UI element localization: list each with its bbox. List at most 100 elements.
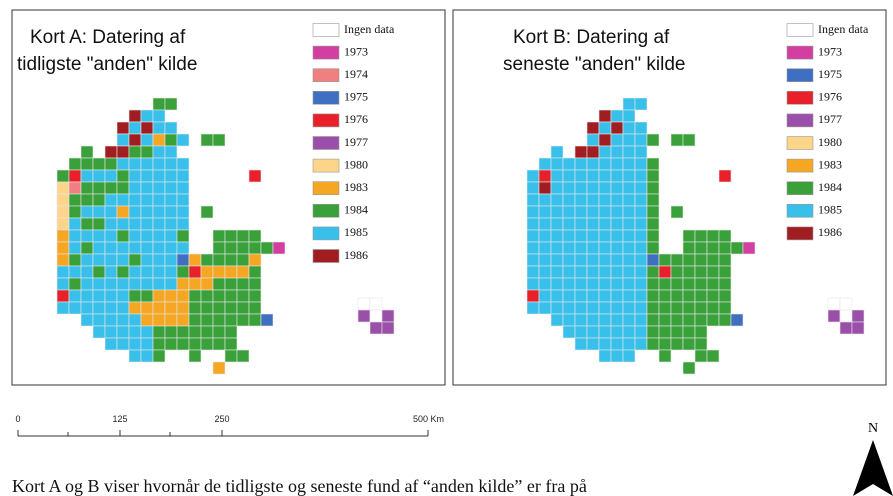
map-cell xyxy=(526,193,540,207)
map-cell xyxy=(212,241,226,255)
legend-swatch xyxy=(786,136,814,150)
map-cell xyxy=(152,121,166,135)
map-cell xyxy=(212,265,226,279)
maps xyxy=(56,97,865,375)
map-cell xyxy=(658,349,672,363)
map-cell xyxy=(562,157,576,171)
map-cell xyxy=(92,181,106,195)
map-cell xyxy=(80,265,94,279)
map-cell xyxy=(574,181,588,195)
map-cell xyxy=(586,277,600,291)
map-cell xyxy=(670,301,684,315)
map-cell xyxy=(550,169,564,183)
map-cell xyxy=(140,109,154,123)
map-cell xyxy=(369,321,383,335)
map-cell xyxy=(140,313,154,327)
map-cell xyxy=(212,301,226,315)
map-cell xyxy=(646,217,660,231)
map-cell xyxy=(80,193,94,207)
map-cell xyxy=(152,181,166,195)
map-cell xyxy=(212,277,226,291)
map-cell xyxy=(610,277,624,291)
map-cell xyxy=(140,169,154,183)
map-cell xyxy=(224,277,238,291)
map-cell xyxy=(610,229,624,243)
map-cell xyxy=(622,205,636,219)
map-cell xyxy=(646,133,660,147)
map-cell xyxy=(140,121,154,135)
map-cell xyxy=(622,157,636,171)
scale-bar: 0 125 250 500 Km xyxy=(15,414,444,437)
map-cell xyxy=(538,265,552,279)
map-cell xyxy=(176,193,190,207)
map-cell xyxy=(104,313,118,327)
map-cell xyxy=(104,265,118,279)
map-cell xyxy=(682,241,696,255)
map-cell xyxy=(176,301,190,315)
map-cell xyxy=(140,349,154,363)
map-cell xyxy=(104,169,118,183)
map-cell xyxy=(718,313,732,327)
map-cell xyxy=(851,321,865,335)
map-cell xyxy=(682,325,696,339)
map-cell xyxy=(68,169,82,183)
map-cell xyxy=(200,325,214,339)
map-cell xyxy=(128,241,142,255)
map-cell xyxy=(236,289,250,303)
map-cell xyxy=(92,313,106,327)
map-cell xyxy=(152,277,166,291)
map-cell xyxy=(56,301,70,315)
legend-swatch xyxy=(312,181,340,195)
legend-label: 1986 xyxy=(344,248,368,262)
map-cell xyxy=(116,325,130,339)
map-cell xyxy=(694,253,708,267)
map-cell xyxy=(164,325,178,339)
map-cell xyxy=(682,361,696,375)
map-cell xyxy=(56,229,70,243)
map-cell xyxy=(92,325,106,339)
map-cell xyxy=(694,313,708,327)
legend-swatch xyxy=(786,23,814,37)
map-cell xyxy=(622,337,636,351)
map-cell xyxy=(694,277,708,291)
map-cell xyxy=(526,301,540,315)
map-cell xyxy=(622,301,636,315)
map-cell xyxy=(188,325,202,339)
map-cell xyxy=(574,169,588,183)
map-cell xyxy=(646,253,660,267)
map-cell xyxy=(610,133,624,147)
map-cell xyxy=(586,121,600,135)
map-cell xyxy=(574,157,588,171)
map-cell xyxy=(622,145,636,159)
legends: Ingen data 1973 1974 1975 1976 1977 1980 1983 19… xyxy=(312,22,869,263)
map-cell xyxy=(80,313,94,327)
map-cell xyxy=(104,277,118,291)
map-cell xyxy=(622,253,636,267)
map-cell xyxy=(586,313,600,327)
map-cell xyxy=(116,265,130,279)
map-cell xyxy=(140,325,154,339)
map-cell xyxy=(152,349,166,363)
map-cell xyxy=(104,301,118,315)
map-cell xyxy=(646,181,660,195)
map-cell xyxy=(80,289,94,303)
map-cell xyxy=(80,181,94,195)
map-cell xyxy=(827,309,841,323)
map-cell xyxy=(526,229,540,243)
map-cell xyxy=(562,205,576,219)
map-cell xyxy=(236,313,250,327)
map-cell xyxy=(92,205,106,219)
map-cell xyxy=(562,277,576,291)
map-cell xyxy=(116,337,130,351)
map-cell xyxy=(598,145,612,159)
map-cell xyxy=(164,301,178,315)
map-cell xyxy=(104,325,118,339)
map-cell xyxy=(164,289,178,303)
map-cell xyxy=(92,265,106,279)
map-cell xyxy=(104,253,118,267)
map-cell xyxy=(224,289,238,303)
map-cell xyxy=(212,325,226,339)
map-cell xyxy=(851,309,865,323)
map-cell xyxy=(839,297,853,311)
map-cell xyxy=(116,169,130,183)
